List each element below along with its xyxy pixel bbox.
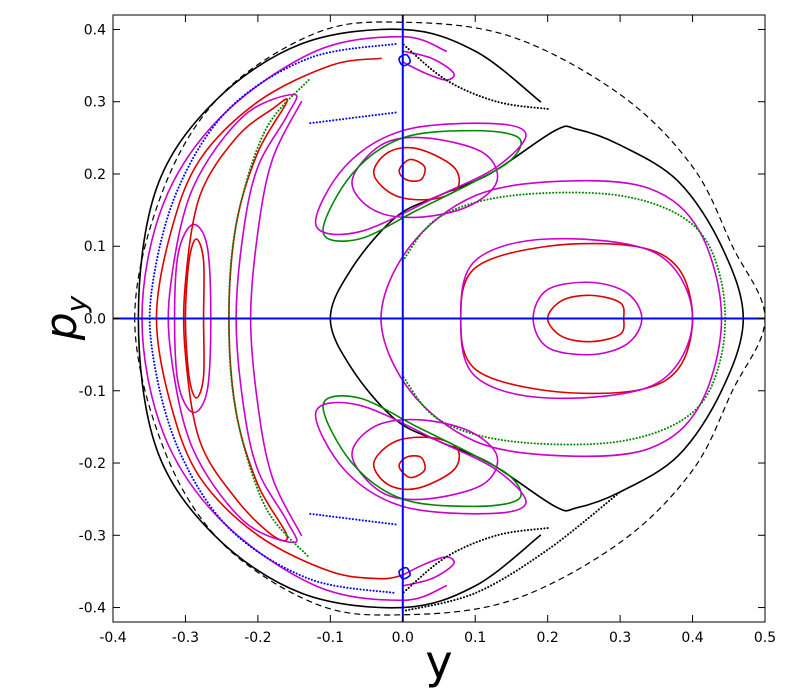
x-tick-label: 0.0: [392, 630, 414, 646]
x-tick-label: 0.5: [754, 630, 776, 646]
x-tick-label: -0.1: [317, 630, 344, 646]
orbit-series-24: [401, 50, 455, 81]
y-tick-label: 0.3: [84, 95, 106, 111]
orbit-series-6: [329, 125, 745, 512]
y-axis-label-subscript: y: [60, 295, 93, 313]
y-tick-label: -0.4: [79, 601, 106, 617]
y-tick-label: -0.3: [79, 528, 106, 544]
axis-ticks: -0.4 -0.3 -0.2 -0.1 0.0 0.1 0.2 0.3 0.4 0.5 -0.4 -0…: [79, 15, 776, 646]
orbit-series-25: [401, 556, 455, 587]
orbit-series-11: [314, 122, 527, 236]
x-axis-label: y: [425, 635, 452, 689]
orbit-series-35: [401, 490, 622, 613]
orbit-series-13: [398, 455, 426, 479]
orbit-series-30: [307, 111, 397, 125]
orbit-series-10: [322, 129, 522, 242]
orbit-series-20: [167, 93, 298, 544]
y-tick-label: 0.2: [84, 167, 106, 183]
plot-area: [113, 15, 765, 622]
orbit-series-23: [155, 57, 404, 580]
y-tick-label: 0.1: [84, 239, 106, 255]
orbit-series-9: [351, 136, 499, 219]
orbit-series-15: [322, 395, 522, 508]
x-tick-label: -0.4: [99, 630, 126, 646]
energy-boundary-curve: [134, 21, 765, 616]
orbit-series-14: [351, 418, 499, 501]
x-tick-label: 0.1: [464, 630, 486, 646]
x-tick-label: 0.3: [609, 630, 631, 646]
x-tick-label: 0.4: [681, 630, 703, 646]
y-tick-label: -0.2: [79, 456, 106, 472]
x-tick-label: -0.2: [244, 630, 271, 646]
orbit-series-16: [314, 401, 527, 515]
y-tick-label: 0.0: [84, 312, 106, 328]
boundary-layer: [134, 21, 765, 616]
orbit-series-7: [372, 146, 461, 201]
y-axis-label-base: p: [36, 312, 87, 341]
orbit-series-8: [398, 158, 426, 182]
orbit-series-33: [401, 42, 549, 110]
y-tick-label: 0.4: [84, 22, 106, 38]
orbit-series-29: [398, 566, 411, 580]
orbit-series-12: [372, 436, 461, 491]
orbit-series-28: [398, 53, 411, 67]
reference-lines: [113, 15, 765, 622]
orbit-series-31: [307, 512, 397, 526]
x-tick-label: 0.2: [537, 630, 559, 646]
y-tick-label: -0.1: [79, 384, 106, 400]
orbit-series-34: [401, 527, 549, 595]
y-axis-label: py: [36, 295, 93, 341]
x-tick-label: -0.3: [172, 630, 199, 646]
